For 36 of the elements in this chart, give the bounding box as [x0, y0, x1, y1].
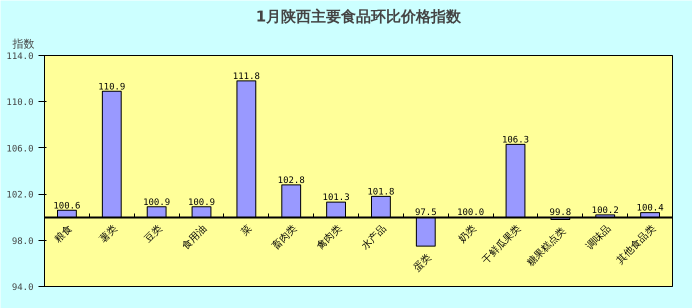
data-label: 102.8 [278, 176, 305, 186]
data-label: 99.8 [550, 208, 572, 218]
y-tick-label: 106.0 [6, 144, 34, 154]
x-tick-label: 薯类 [97, 222, 120, 246]
y-axis-title: 指数 [12, 38, 34, 50]
x-tick-label: 菜 [238, 222, 254, 238]
x-tick-label: 畜肉类 [269, 222, 300, 252]
x-tick-label: 糖果糕点类 [524, 224, 568, 269]
data-label: 111.8 [232, 72, 260, 82]
y-tick-label: 98.0 [12, 236, 34, 247]
data-label: 100.9 [143, 198, 170, 208]
x-tick-label: 禽肉类 [314, 222, 344, 252]
x-tick-label: 其他食品类 [614, 222, 658, 266]
y-tick-label: 102.0 [6, 190, 34, 201]
y-tick-label: 94.0 [12, 283, 34, 293]
data-label: 101.3 [322, 193, 350, 204]
x-tick-label: 奶类 [456, 222, 479, 246]
x-tick-label: 食用油 [180, 222, 210, 252]
data-label: 100.6 [53, 201, 80, 212]
data-label: 106.3 [502, 135, 530, 146]
data-label: 97.5 [414, 208, 437, 218]
data-label: 100.4 [636, 204, 664, 214]
data-label: 101.8 [367, 187, 394, 198]
x-tick-label: 蛋类 [411, 251, 434, 274]
y-tick-label: 114.0 [6, 52, 34, 62]
data-label: 110.9 [98, 82, 126, 92]
x-tick-label: 粮食 [52, 222, 75, 246]
x-tick-label: 干鲜瓜果类 [480, 222, 524, 266]
data-label: 100.2 [592, 206, 619, 216]
data-label: 100.0 [457, 208, 484, 218]
y-tick-label: 110.0 [6, 98, 34, 108]
data-label: 100.9 [188, 198, 216, 208]
x-tick-label: 豆类 [142, 222, 165, 246]
x-tick-label: 水产品 [359, 222, 389, 252]
chart-title: 1月陕西主要食品环比价格指数 [256, 8, 462, 26]
x-tick-label: 调味品 [583, 222, 614, 252]
